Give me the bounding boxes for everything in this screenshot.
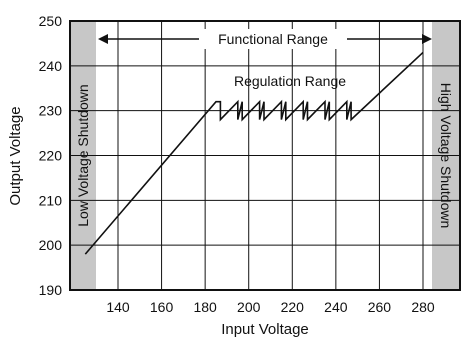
x-tick-label-220: 220 bbox=[281, 299, 305, 315]
functional-range-label-background bbox=[199, 29, 347, 49]
y-tick-label-190: 190 bbox=[39, 282, 63, 298]
x-tick-label-160: 160 bbox=[150, 299, 174, 315]
y-tick-label-210: 210 bbox=[39, 192, 63, 208]
x-tick-label-280: 280 bbox=[411, 299, 435, 315]
x-tick-label-200: 200 bbox=[237, 299, 261, 315]
y-axis-ticks: 190 200 210 220 230 240 250 bbox=[39, 13, 63, 298]
y-tick-label-250: 250 bbox=[39, 13, 63, 29]
regulation-range-label: Regulation Range bbox=[234, 73, 346, 89]
y-tick-label-200: 200 bbox=[39, 237, 63, 253]
grid-lines bbox=[70, 21, 460, 290]
y-axis-title: Output Voltage bbox=[7, 106, 24, 205]
low-voltage-shutdown-label: Low Voltage Shutdown bbox=[75, 84, 91, 226]
x-axis-ticks: 140 160 180 200 220 240 260 280 bbox=[106, 299, 435, 315]
x-tick-label-240: 240 bbox=[324, 299, 348, 315]
output-voltage-line bbox=[84, 51, 424, 255]
plot-frame bbox=[69, 20, 461, 291]
functional-range-arrow bbox=[98, 34, 432, 44]
x-tick-label-180: 180 bbox=[193, 299, 217, 315]
high-voltage-shutdown-label: High Voltage Shutdown bbox=[438, 83, 454, 229]
y-tick-label-220: 220 bbox=[39, 148, 63, 164]
x-axis-title: Input Voltage bbox=[221, 321, 309, 338]
x-tick-label-260: 260 bbox=[368, 299, 392, 315]
functional-range-arrowhead-right bbox=[422, 34, 432, 44]
y-tick-label-230: 230 bbox=[39, 103, 63, 119]
functional-range-label: Functional Range bbox=[218, 31, 328, 47]
y-tick-label-240: 240 bbox=[39, 58, 63, 74]
functional-range-arrowhead-left bbox=[98, 34, 108, 44]
x-tick-label-140: 140 bbox=[106, 299, 130, 315]
